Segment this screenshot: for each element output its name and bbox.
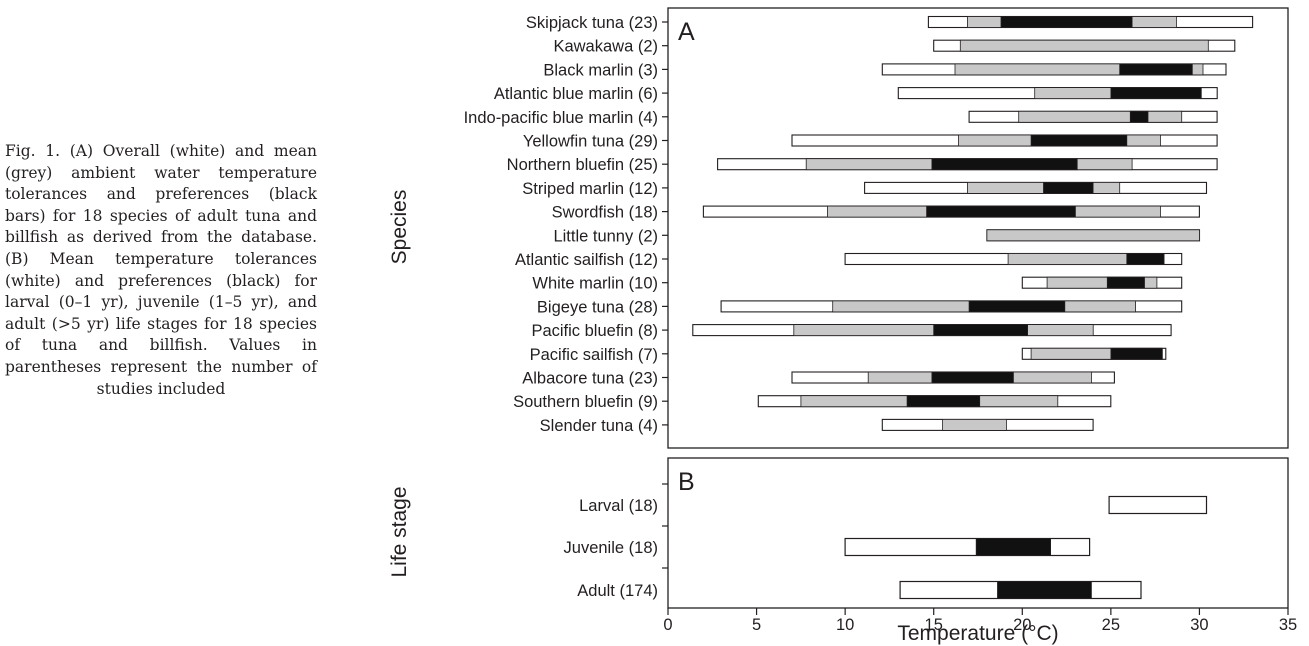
preference-range-bar-yellowfin-tuna [1030,134,1128,147]
preference-range-bar-bigeye-tuna [968,300,1066,313]
preference-range-bar-southern-bluefin [906,395,981,408]
mean-range-bar-little-tunny [986,229,1200,242]
panel-b: B Life stage Larval (18) Juvenile (18) Adu… [388,457,1297,645]
species-label-white-marlin: White marlin (10) [532,275,658,293]
species-label-northern-bluefin: Northern bluefin (25) [507,156,658,174]
species-label-little-tunny: Little tunny (2) [553,227,658,245]
mean-range-bar-slender-tuna [942,418,1007,431]
species-label-kawakawa: Kawakawa (2) [553,38,658,56]
species-label-yellowfin-tuna: Yellowfin tuna (29) [523,133,658,151]
preference-range-bar-indo-pacific-blue-marlin [1129,110,1149,123]
stage-label-adult: Adult (174) [577,582,658,600]
x-tick-label-30: 30 [1190,616,1208,634]
species-label-atlantic-blue-marlin: Atlantic blue marlin (6) [494,85,658,103]
preference-range-bar-striped-marlin [1043,181,1094,194]
x-axis-label: Temperature (°C) [897,622,1058,645]
x-tick-label-0: 0 [663,616,672,634]
x-tick-label-25: 25 [1102,616,1120,634]
species-label-black-marlin: Black marlin (3) [543,61,658,79]
preference-range-bar-white-marlin [1106,276,1145,289]
species-label-albacore-tuna: Albacore tuna (23) [522,370,658,388]
preference-range-bar-atlantic-sailfish [1126,253,1165,265]
stage-label-juvenile: Juvenile (18) [564,539,658,557]
panel-a: A Species Skipjack tuna (23) Kawakawa (2)… [388,7,1289,449]
species-label-indo-pacific-blue-marlin: Indo-pacific blue marlin (4) [464,109,658,127]
panel-a-ylabel: Species [388,190,411,265]
preference-range-bar-black-marlin [1119,63,1193,76]
mean-range-bar-white-marlin [1046,276,1158,289]
panel-b-letter: B [678,468,695,496]
tolerance-range-bar-larval [1108,495,1208,515]
x-tick-label-15: 15 [925,616,943,634]
mean-range-bar-black-marlin [954,63,1204,76]
panel-b-frame [667,457,1289,609]
species-label-pacific-sailfish: Pacific sailfish (7) [530,346,658,364]
preference-range-bar-skipjack-tuna [1000,16,1133,28]
stage-label-larval: Larval (18) [579,497,658,515]
figure-caption: Fig. 1. (A) Overall (white) and mean (gr… [5,142,317,398]
species-label-swordfish: Swordfish (18) [552,204,658,222]
species-label-pacific-bluefin: Pacific bluefin (8) [531,322,658,340]
mean-range-bar-indo-pacific-blue-marlin [1018,110,1183,123]
preference-range-bar-juvenile [975,538,1052,556]
preference-range-bar-swordfish [926,205,1076,218]
x-tick-label-35: 35 [1279,616,1297,634]
tolerance-range-bar-juvenile [844,537,1091,557]
preference-range-bar-albacore-tuna [931,371,1014,384]
panel-a-letter: A [678,18,695,46]
species-label-slender-tuna: Slender tuna (4) [540,417,658,435]
preference-range-bar-northern-bluefin [931,158,1078,171]
species-label-striped-marlin: Striped marlin (12) [522,180,658,198]
mean-range-bar-kawakawa [959,39,1209,52]
panel-a-frame [667,7,1289,449]
species-label-atlantic-sailfish: Atlantic sailfish (12) [515,251,658,269]
panel-b-ylabel: Life stage [388,486,411,577]
x-tick-label-20: 20 [1013,616,1031,634]
preference-range-bar-pacific-sailfish [1110,347,1163,360]
preference-range-bar-adult [997,581,1092,599]
preference-range-bar-pacific-bluefin [933,324,1029,337]
x-tick-label-5: 5 [752,616,761,634]
species-label-bigeye-tuna: Bigeye tuna (28) [537,298,658,316]
preference-range-bar-atlantic-blue-marlin [1110,87,1202,99]
species-label-skipjack-tuna: Skipjack tuna (23) [526,14,658,32]
x-tick-label-10: 10 [836,616,854,634]
species-label-southern-bluefin: Southern bluefin (9) [513,393,658,411]
